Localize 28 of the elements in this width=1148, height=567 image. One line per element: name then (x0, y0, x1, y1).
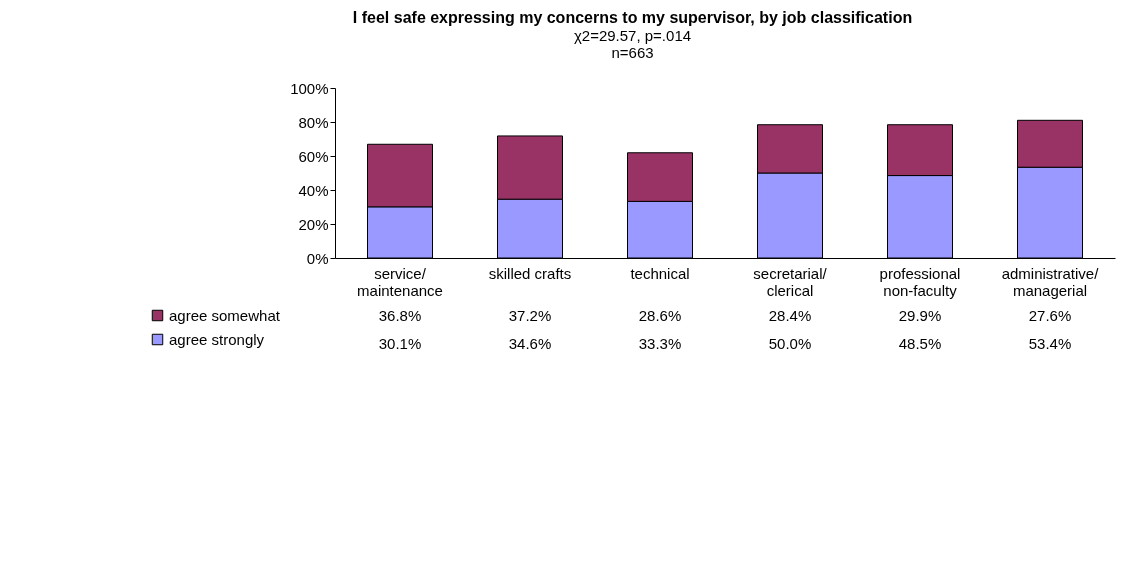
data-label: 37.2% (508, 307, 552, 324)
data-label: 50.0% (768, 335, 812, 352)
chart-title: I feel safe expressing my concerns to my supervisor, by job classification (352, 9, 913, 26)
chart-subtitle: χ2=29.57, p=.014 n=663 (573, 27, 692, 61)
y-tick-label: 60% (298, 147, 329, 165)
data-label: 28.6% (638, 307, 682, 324)
data-label: 33.3% (638, 335, 682, 352)
x-tick-label: professional non-faculty (879, 264, 961, 299)
y-tick-label: 20% (298, 215, 329, 233)
data-label: 28.4% (768, 307, 812, 324)
data-label: 48.5% (898, 335, 942, 352)
data-label: 36.8% (378, 307, 422, 324)
y-tick-label: 80% (298, 113, 329, 131)
data-label: 53.4% (1028, 335, 1072, 352)
data-label: 34.6% (508, 335, 552, 352)
x-tick-label: skilled crafts (488, 264, 572, 282)
y-tick-label: 40% (298, 181, 329, 199)
y-tick-label: 0% (306, 249, 329, 267)
x-tick-label: technical (630, 264, 690, 282)
legend-label: agree strongly (169, 330, 265, 348)
legend-label: agree somewhat (169, 306, 281, 324)
data-label: 30.1% (378, 335, 422, 352)
x-tick-label: secretarial/ clerical (753, 264, 828, 299)
x-tick-label: service/ maintenance (357, 264, 443, 299)
data-label: 29.9% (898, 307, 942, 324)
x-tick-label: administrative/ managerial (1001, 264, 1100, 299)
y-tick-label: 100% (290, 79, 329, 97)
data-label: 27.6% (1028, 307, 1072, 324)
